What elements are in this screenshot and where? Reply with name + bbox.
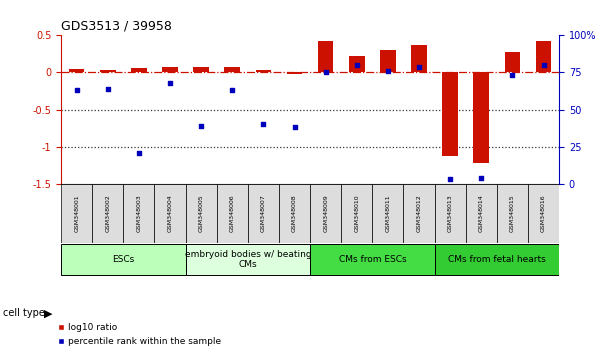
Bar — [287, 73, 302, 74]
FancyBboxPatch shape — [248, 184, 279, 243]
Bar — [380, 50, 396, 73]
Point — [383, 68, 393, 74]
Text: cell type: cell type — [3, 308, 45, 318]
Text: GSM348004: GSM348004 — [167, 195, 172, 232]
FancyBboxPatch shape — [279, 184, 310, 243]
Bar — [505, 52, 520, 73]
Point — [290, 125, 299, 130]
Legend: log10 ratio, percentile rank within the sample: log10 ratio, percentile rank within the … — [53, 320, 225, 349]
Text: GSM348002: GSM348002 — [105, 195, 110, 232]
Bar — [163, 67, 178, 73]
Text: GSM348011: GSM348011 — [386, 195, 390, 232]
Text: GSM348013: GSM348013 — [448, 195, 453, 232]
Bar — [411, 45, 427, 73]
FancyBboxPatch shape — [186, 244, 310, 275]
Bar — [193, 67, 209, 73]
Text: GSM348009: GSM348009 — [323, 195, 328, 232]
Point — [508, 73, 518, 78]
Bar — [349, 56, 365, 73]
Point — [227, 87, 237, 93]
Text: GSM348003: GSM348003 — [136, 195, 141, 232]
FancyBboxPatch shape — [61, 184, 92, 243]
Text: GSM348008: GSM348008 — [292, 195, 297, 232]
FancyBboxPatch shape — [310, 244, 434, 275]
Text: GSM348006: GSM348006 — [230, 195, 235, 232]
Point — [445, 177, 455, 182]
Bar — [224, 67, 240, 73]
FancyBboxPatch shape — [341, 184, 372, 243]
Point — [103, 86, 112, 92]
Bar — [69, 69, 84, 73]
Text: GSM348010: GSM348010 — [354, 195, 359, 232]
Text: embryoid bodies w/ beating
CMs: embryoid bodies w/ beating CMs — [185, 250, 311, 269]
Text: GSM348014: GSM348014 — [479, 195, 484, 232]
Point — [196, 123, 206, 129]
FancyBboxPatch shape — [155, 184, 186, 243]
Text: GSM348005: GSM348005 — [199, 195, 203, 232]
Text: GSM348007: GSM348007 — [261, 195, 266, 232]
FancyBboxPatch shape — [528, 184, 559, 243]
Text: GSM348001: GSM348001 — [74, 195, 79, 232]
FancyBboxPatch shape — [372, 184, 403, 243]
Text: CMs from fetal hearts: CMs from fetal hearts — [448, 255, 546, 264]
FancyBboxPatch shape — [310, 184, 341, 243]
Point — [258, 122, 268, 127]
FancyBboxPatch shape — [434, 184, 466, 243]
FancyBboxPatch shape — [61, 244, 186, 275]
FancyBboxPatch shape — [434, 244, 559, 275]
FancyBboxPatch shape — [217, 184, 248, 243]
Text: ESCs: ESCs — [112, 255, 134, 264]
Bar — [536, 41, 551, 73]
Bar — [442, 73, 458, 156]
Text: GDS3513 / 39958: GDS3513 / 39958 — [61, 20, 172, 33]
Point — [477, 175, 486, 181]
Bar — [318, 41, 334, 73]
Point — [134, 150, 144, 155]
Bar — [100, 69, 115, 73]
FancyBboxPatch shape — [466, 184, 497, 243]
FancyBboxPatch shape — [123, 184, 155, 243]
Bar — [474, 73, 489, 163]
Point — [321, 70, 331, 75]
Text: GSM348012: GSM348012 — [417, 195, 422, 232]
FancyBboxPatch shape — [186, 184, 217, 243]
FancyBboxPatch shape — [403, 184, 434, 243]
Bar — [131, 68, 147, 73]
Text: GSM348016: GSM348016 — [541, 195, 546, 232]
FancyBboxPatch shape — [92, 184, 123, 243]
FancyBboxPatch shape — [497, 184, 528, 243]
Point — [352, 62, 362, 68]
Point — [539, 62, 549, 68]
Point — [71, 87, 81, 93]
Text: GSM348015: GSM348015 — [510, 195, 515, 232]
Bar — [255, 69, 271, 73]
Point — [414, 64, 424, 69]
Point — [165, 80, 175, 86]
Text: CMs from ESCs: CMs from ESCs — [338, 255, 406, 264]
Text: ▶: ▶ — [44, 308, 53, 318]
